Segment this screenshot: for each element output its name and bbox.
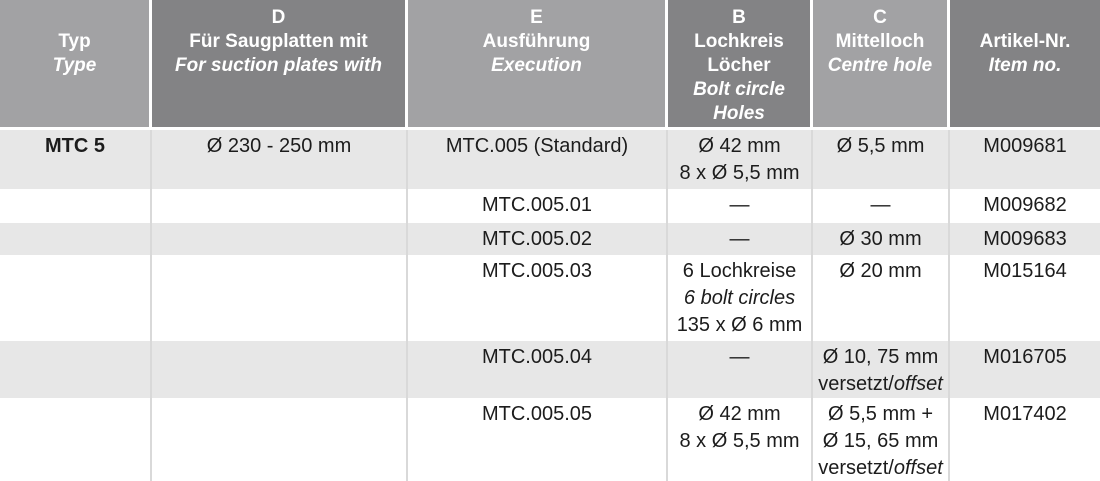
- execution-value: MTC.005.01: [481, 194, 593, 216]
- centre-hole-line: Ø 20 mm: [839, 260, 922, 282]
- cell-item-no: M015164: [950, 255, 1100, 341]
- cell-execution: MTC.005.03: [408, 255, 668, 341]
- execution-value: MTC.005.03: [481, 260, 593, 282]
- cell-type: [0, 341, 152, 398]
- bolt-circle-line: 135 x Ø 6 mm: [676, 314, 803, 336]
- header-suction-letter: D: [271, 7, 286, 28]
- cell-item-no: M016705: [950, 341, 1100, 398]
- header-centre-letter: C: [873, 7, 887, 28]
- cell-bolt-circle: Ø 42 mm 8 x Ø 5,5 mm: [668, 398, 813, 481]
- header-type-en: Type: [52, 55, 97, 76]
- cell-item-no: M009682: [950, 189, 1100, 223]
- centre-hole-line: —: [870, 194, 891, 216]
- header-cell-suction-plates: D Für Saugplatten mit For suction plates…: [152, 0, 408, 130]
- header-bolt-en1: Bolt circle: [693, 79, 785, 100]
- centre-hole-line: Ø 15, 65 mm: [822, 430, 939, 452]
- cell-type: [0, 398, 152, 481]
- cell-suction-plate: [152, 189, 408, 223]
- item-no-value: M015164: [983, 260, 1067, 282]
- cell-suction-plate: [152, 398, 408, 481]
- header-cell-bolt-circle: B Lochkreis Löcher Bolt circle Holes: [668, 0, 813, 130]
- bolt-circle-line: Ø 42 mm: [698, 135, 781, 157]
- cell-suction-plate: [152, 341, 408, 398]
- cell-bolt-circle: 6 Lochkreise 6 bolt circles 135 x Ø 6 mm: [668, 255, 813, 341]
- execution-value: MTC.005.04: [481, 346, 593, 368]
- item-no-value: M009683: [983, 228, 1067, 250]
- cell-item-no: M009681: [950, 130, 1100, 189]
- bolt-circle-line: 8 x Ø 5,5 mm: [679, 162, 800, 184]
- bolt-circle-line: Ø 42 mm: [698, 403, 781, 425]
- centre-hole-line: versetzt/offset: [818, 373, 943, 395]
- bolt-circle-line: 8 x Ø 5,5 mm: [679, 430, 800, 452]
- header-execution-letter: E: [530, 7, 543, 28]
- header-centre-en: Centre hole: [827, 55, 933, 76]
- bolt-circle-line: 6 bolt circles: [683, 287, 796, 309]
- centre-hole-line: Ø 10, 75 mm: [822, 346, 939, 368]
- header-cell-item-no: Artikel-Nr. Item no.: [950, 0, 1100, 130]
- bolt-circle-line: —: [729, 194, 750, 216]
- cell-execution: MTC.005.01: [408, 189, 668, 223]
- cell-bolt-circle: —: [668, 223, 813, 255]
- cell-centre-hole: Ø 20 mm: [813, 255, 950, 341]
- item-no-value: M009682: [983, 194, 1067, 216]
- cell-bolt-circle: Ø 42 mm 8 x Ø 5,5 mm: [668, 130, 813, 189]
- header-centre-de: Mittelloch: [835, 31, 925, 52]
- header-cell-type: Typ Type: [0, 0, 152, 130]
- centre-hole-line: Ø 5,5 mm +: [827, 403, 934, 425]
- header-cell-centre-hole: C Mittelloch Centre hole: [813, 0, 950, 130]
- cell-suction-plate: [152, 223, 408, 255]
- cell-execution: MTC.005 (Standard): [408, 130, 668, 189]
- cell-item-no: M017402: [950, 398, 1100, 481]
- type-value: MTC 5: [45, 135, 105, 157]
- cell-execution: MTC.005.02: [408, 223, 668, 255]
- cell-type: [0, 223, 152, 255]
- header-suction-en: For suction plates with: [175, 55, 382, 76]
- suction-value: Ø 230 - 250 mm: [206, 135, 352, 157]
- bolt-circle-line: 6 Lochkreise: [682, 260, 797, 282]
- cell-item-no: M009683: [950, 223, 1100, 255]
- cell-bolt-circle: —: [668, 341, 813, 398]
- bolt-circle-line: —: [729, 228, 750, 250]
- item-no-value: M009681: [983, 135, 1067, 157]
- bolt-circle-line: —: [729, 346, 750, 368]
- header-item-en: Item no.: [988, 55, 1062, 76]
- cell-suction-plate: Ø 230 - 250 mm: [152, 130, 408, 189]
- execution-value: MTC.005 (Standard): [445, 135, 629, 157]
- cell-type: [0, 189, 152, 223]
- header-cell-execution: E Ausführung Execution: [408, 0, 668, 130]
- header-bolt-de1: Lochkreis: [694, 31, 784, 52]
- centre-hole-line: Ø 5,5 mm: [836, 135, 925, 157]
- cell-type: [0, 255, 152, 341]
- cell-type: MTC 5: [0, 130, 152, 189]
- cell-centre-hole: Ø 5,5 mm + Ø 15, 65 mm versetzt/offset: [813, 398, 950, 481]
- item-no-value: M017402: [983, 403, 1067, 425]
- header-bolt-letter: B: [732, 7, 746, 28]
- cell-centre-hole: Ø 5,5 mm: [813, 130, 950, 189]
- cell-suction-plate: [152, 255, 408, 341]
- item-no-value: M016705: [983, 346, 1067, 368]
- execution-value: MTC.005.02: [481, 228, 593, 250]
- header-execution-en: Execution: [491, 55, 582, 76]
- cell-execution: MTC.005.05: [408, 398, 668, 481]
- header-bolt-en2: Holes: [713, 103, 765, 124]
- header-suction-de: Für Saugplatten mit: [189, 31, 368, 52]
- cell-centre-hole: Ø 10, 75 mm versetzt/offset: [813, 341, 950, 398]
- centre-hole-line: versetzt/offset: [818, 457, 943, 479]
- header-item-de: Artikel-Nr.: [979, 31, 1071, 52]
- centre-hole-line: Ø 30 mm: [839, 228, 922, 250]
- cell-centre-hole: Ø 30 mm: [813, 223, 950, 255]
- execution-value: MTC.005.05: [481, 403, 593, 425]
- cell-bolt-circle: —: [668, 189, 813, 223]
- cell-centre-hole: —: [813, 189, 950, 223]
- header-execution-de: Ausführung: [482, 31, 591, 52]
- cell-execution: MTC.005.04: [408, 341, 668, 398]
- header-bolt-de2: Löcher: [707, 55, 771, 76]
- header-type-de: Typ: [58, 31, 91, 52]
